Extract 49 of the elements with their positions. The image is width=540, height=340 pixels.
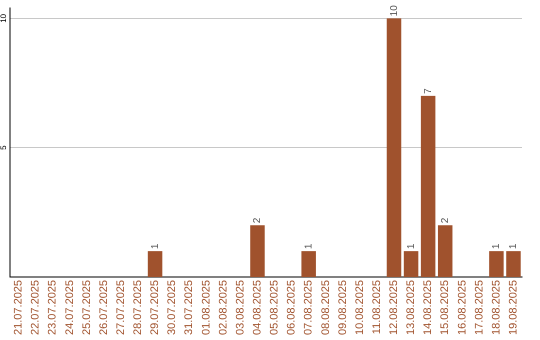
x-tick-label: 27.07.2025 — [114, 280, 127, 336]
bar — [250, 225, 265, 277]
x-tick-label: 03.08.2025 — [234, 280, 246, 336]
bar — [420, 96, 436, 277]
x-tick-label: 07.08.2025 — [302, 280, 315, 336]
x-tick-label: 26.07.2025 — [98, 280, 110, 336]
x-tick-label: 08.08.2025 — [320, 280, 332, 336]
x-tick-label: 18.08.2025 — [490, 280, 502, 336]
x-tick-label: 01.08.2025 — [200, 280, 212, 336]
x-tick-label: 04.08.2025 — [252, 280, 264, 336]
data-label: 10 — [388, 4, 400, 16]
y-tick-label: 5 — [0, 144, 8, 150]
bar — [386, 18, 402, 277]
x-tick-label: 14.08.2025 — [422, 280, 434, 336]
bar — [148, 251, 162, 277]
x-tick-label: 05.08.2025 — [268, 280, 281, 336]
x-tick-label: 21.07.2025 — [12, 280, 25, 336]
data-label: 1 — [491, 243, 502, 250]
x-tick-label: 25.07.2025 — [80, 280, 93, 336]
x-tick-label: 22.07.2025 — [30, 280, 42, 336]
bar — [489, 251, 504, 277]
x-tick-label: 17.08.2025 — [473, 280, 486, 336]
x-tick-label: 31.07.2025 — [183, 280, 196, 336]
bar — [438, 225, 452, 277]
x-tick-label: 09.08.2025 — [336, 280, 349, 336]
x-tick-label: 24.07.2025 — [64, 280, 76, 336]
x-tick-label: 28.07.2025 — [132, 280, 144, 336]
x-tick-label: 06.08.2025 — [286, 280, 298, 336]
data-label: 2 — [440, 217, 451, 224]
data-label: 1 — [303, 243, 314, 250]
bar — [506, 251, 521, 277]
x-tick-label: 30.07.2025 — [166, 280, 178, 336]
data-label: 2 — [252, 217, 264, 224]
x-tick-label: 19.08.2025 — [508, 280, 520, 336]
x-tick-label: 15.08.2025 — [439, 280, 452, 336]
x-tick-label: 10.08.2025 — [354, 280, 366, 336]
x-tick-label: 12.08.2025 — [388, 280, 400, 336]
x-tick-label: 11.08.2025 — [370, 280, 383, 334]
bar — [404, 251, 418, 277]
data-label: 1 — [406, 243, 417, 250]
data-label: 1 — [508, 243, 520, 250]
x-tick-label: 16.08.2025 — [456, 280, 468, 336]
bar — [301, 251, 316, 277]
x-tick-label: 13.08.2025 — [405, 280, 418, 336]
x-tick-label: 29.07.2025 — [149, 280, 162, 336]
x-tick-label: 02.08.2025 — [217, 280, 230, 336]
data-label: 1 — [150, 243, 161, 250]
data-label: 7 — [422, 88, 434, 94]
x-tick-label: 23.07.2025 — [46, 280, 59, 336]
